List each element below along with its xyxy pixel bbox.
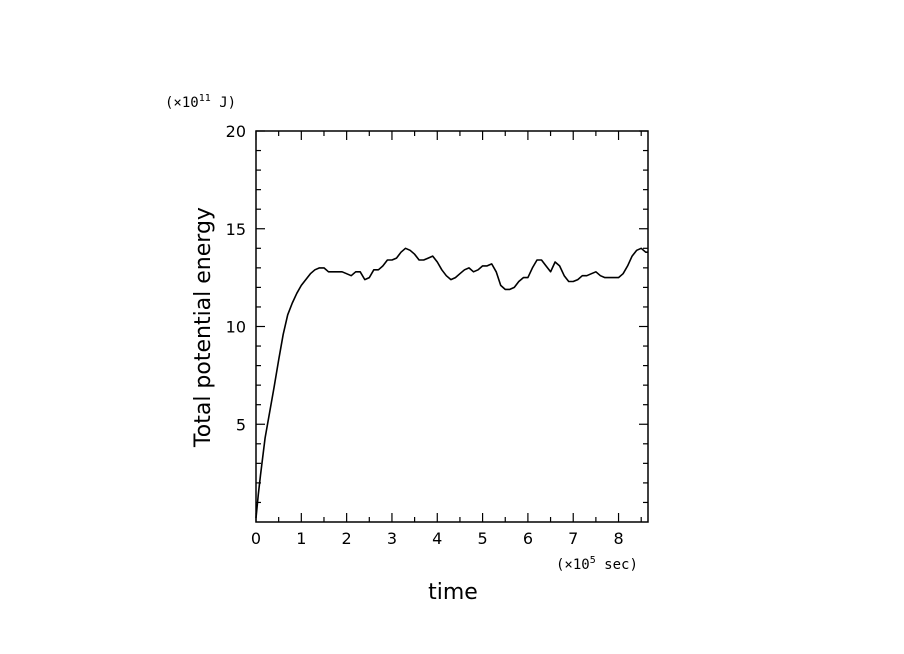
y-tick-label: 5 <box>236 415 246 434</box>
x-tick-label: 7 <box>568 529 578 548</box>
x-tick-label: 0 <box>251 529 261 548</box>
x-tick-label: 6 <box>523 529 533 548</box>
x-tick-label: 8 <box>613 529 623 548</box>
minor-ticks <box>256 131 648 522</box>
y-tick-label: 20 <box>226 122 246 141</box>
plot-frame <box>255 130 649 523</box>
x-tick-label: 4 <box>432 529 442 548</box>
y-tick-label: 10 <box>226 318 246 337</box>
y-axis-title: Total potential energy <box>191 207 216 448</box>
x-tick-label: 5 <box>477 529 487 548</box>
x-tick-label: 2 <box>342 529 352 548</box>
series-line <box>255 247 648 519</box>
x-multiplier-label: (×105 sec) <box>556 555 638 573</box>
y-tick-labels: 5 10 15 20 <box>226 122 246 434</box>
major-ticks <box>255 130 648 522</box>
x-axis-title: time <box>428 580 478 605</box>
x-tick-labels: 0 1 2 3 4 5 6 7 8 <box>251 529 624 548</box>
y-tick-label: 15 <box>226 220 246 239</box>
x-tick-label: 1 <box>296 529 306 548</box>
x-tick-label: 3 <box>387 529 397 548</box>
y-multiplier-label: (×1011 J) <box>165 93 236 111</box>
